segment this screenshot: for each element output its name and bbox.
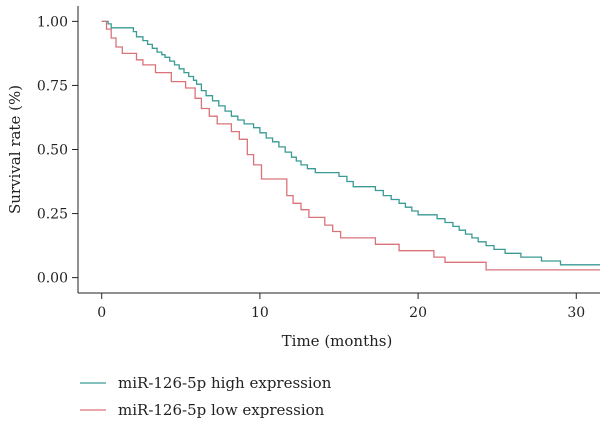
y-axis-title: Survival rate (%) (6, 85, 24, 214)
plot-area (101, 20, 600, 271)
axes: 0.00 0.25 0.50 0.75 1.00 0 10 20 30 (37, 6, 600, 321)
y-tick-label: 0.50 (37, 143, 68, 159)
x-tick-label: 0 (97, 305, 106, 321)
x-tick-label: 30 (567, 305, 585, 321)
y-tick-label: 0.75 (37, 78, 68, 94)
legend-label-high-expression: miR-126-5p high expression (118, 374, 332, 392)
legend-label-low-expression: miR-126-5p low expression (118, 401, 325, 419)
legend: miR-126-5p high expression miR-126-5p lo… (80, 374, 332, 419)
x-tick-label: 20 (409, 305, 427, 321)
x-tick-label: 10 (251, 305, 269, 321)
series-line-high-expression (101, 20, 600, 266)
y-tick-label: 1.00 (37, 14, 68, 30)
series-line-low-expression (101, 20, 600, 271)
y-tick-label: 0.00 (37, 271, 68, 287)
x-axis-title: Time (months) (282, 332, 393, 350)
y-tick-label: 0.25 (37, 207, 68, 223)
